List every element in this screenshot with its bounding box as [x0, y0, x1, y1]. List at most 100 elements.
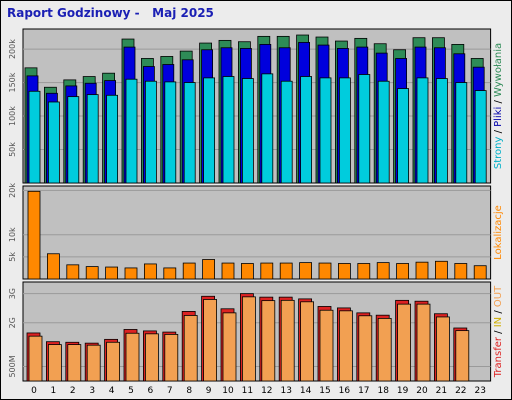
- bar-strony-s2-h16: [338, 77, 351, 184]
- x-tick-label: 0: [31, 386, 37, 396]
- bar-lokalizacje-s0-h22: [454, 263, 468, 280]
- panel-transfer: [22, 281, 492, 382]
- x-tick-label: 17: [358, 386, 369, 396]
- bar-transfer-s1-h3: [86, 344, 101, 382]
- bar-lokalizacje-s0-h3: [85, 266, 99, 280]
- y-tick-label: 2G: [8, 317, 17, 328]
- bar-transfer-s1-h5: [125, 332, 140, 382]
- y-tick-label: 5k: [8, 252, 17, 262]
- bar-lokalizacje-s0-h15: [318, 262, 332, 280]
- report-title: Raport Godzinowy - Maj 2025: [7, 6, 214, 20]
- bar-strony-s2-h13: [280, 80, 293, 184]
- bar-strony-s2-h17: [358, 74, 371, 184]
- x-tick-label: 3: [89, 386, 95, 396]
- bar-strony-s2-h11: [241, 78, 254, 184]
- bar-transfer-s1-h8: [183, 315, 198, 382]
- y-tick-label: 200k: [8, 39, 17, 59]
- bar-lokalizacje-s0-h11: [240, 263, 254, 280]
- bar-strony-s2-h4: [106, 94, 118, 184]
- bar-lokalizacje-s0-h5: [124, 267, 138, 280]
- bar-transfer-s1-h7: [164, 334, 179, 382]
- y-tick-label: 50k: [8, 142, 17, 157]
- x-tick-label: 21: [436, 386, 447, 396]
- x-tick-label: 14: [300, 386, 312, 396]
- bar-strony-s2-h22: [455, 82, 468, 184]
- x-tick-label: 8: [186, 386, 192, 396]
- y-axis-label-lokalizacje: Lokalizacje: [493, 205, 504, 260]
- bar-lokalizacje-s0-h17: [357, 263, 371, 280]
- bar-lokalizacje-s0-h4: [105, 266, 118, 280]
- bar-strony-s2-h19: [397, 88, 410, 184]
- bar-strony-s2-h21: [435, 78, 448, 184]
- x-tick-label: 10: [222, 386, 234, 396]
- bar-strony-s2-h9: [203, 77, 216, 184]
- bar-lokalizacje-s0-h7: [163, 267, 177, 280]
- x-tick-label: 5: [128, 386, 134, 396]
- bar-transfer-s1-h18: [377, 317, 392, 382]
- bar-transfer-s1-h21: [435, 316, 450, 382]
- x-tick-label: 15: [319, 386, 330, 396]
- bar-strony-s2-h10: [222, 76, 235, 184]
- bar-lokalizacje-s0-h13: [279, 262, 293, 280]
- bar-strony-s2-h1: [48, 101, 60, 184]
- bar-lokalizacje-s0-h10: [221, 262, 235, 280]
- bar-strony-s2-h23: [474, 90, 487, 184]
- bar-transfer-s1-h20: [416, 303, 431, 382]
- bar-lokalizacje-s0-h20: [415, 261, 429, 280]
- x-tick-label: 4: [109, 386, 115, 396]
- y-tick-label: 20k: [8, 183, 17, 198]
- bar-transfer-s1-h10: [222, 312, 237, 382]
- bar-transfer-s1-h12: [261, 300, 276, 382]
- bar-strony-s2-h6: [144, 80, 157, 184]
- x-tick-label: 20: [416, 386, 428, 396]
- y-tick-label: 3G: [8, 288, 17, 299]
- x-tick-label: 22: [455, 386, 466, 396]
- bar-transfer-s1-h15: [319, 309, 334, 382]
- bar-strony-s2-h12: [261, 73, 274, 184]
- x-tick-label: 16: [339, 386, 351, 396]
- x-tick-label: 13: [280, 386, 291, 396]
- x-tick-label: 18: [377, 386, 389, 396]
- bar-strony-s2-h3: [86, 94, 99, 184]
- x-tick-label: 19: [397, 386, 409, 396]
- bar-transfer-s1-h4: [106, 341, 120, 382]
- bar-transfer-s1-h14: [300, 301, 315, 382]
- x-tick-label: 7: [167, 386, 173, 396]
- bar-lokalizacje-s0-h19: [396, 263, 410, 280]
- bar-lokalizacje-s0-h6: [143, 263, 157, 280]
- x-tick-label: 2: [70, 386, 76, 396]
- bar-strony-s2-h18: [377, 80, 390, 184]
- y-axis-label-transfer: Transfer / IN / OUT: [493, 285, 504, 378]
- x-tick-label: 9: [206, 386, 212, 396]
- bar-lokalizacje-s0-h21: [434, 260, 448, 280]
- bar-lokalizacje-s0-h18: [376, 262, 390, 280]
- bar-lokalizacje-s0-h12: [260, 262, 274, 280]
- y-tick-label: 10k: [8, 227, 17, 242]
- bar-transfer-s1-h11: [241, 296, 256, 382]
- x-tick-label: 11: [242, 386, 253, 396]
- panel-lokalizacje: [22, 185, 492, 280]
- x-tick-label: 6: [148, 386, 154, 396]
- bar-transfer-s1-h13: [280, 299, 295, 382]
- x-tick-label: 1: [51, 386, 57, 396]
- bar-strony-s2-h15: [319, 77, 332, 184]
- bar-lokalizacje-s0-h16: [337, 263, 351, 280]
- y-tick-label: 150k: [8, 72, 17, 92]
- bar-lokalizacje-s0-h1: [47, 253, 60, 280]
- bar-lokalizacje-s0-h0: [27, 190, 41, 280]
- x-tick-label: 12: [261, 386, 272, 396]
- bar-transfer-s1-h6: [144, 333, 159, 382]
- bar-strony-s2-h8: [183, 82, 196, 184]
- bar-transfer-s1-h9: [203, 299, 218, 382]
- bar-strony-s2-h7: [164, 81, 177, 184]
- bar-strony-s2-h5: [125, 78, 138, 184]
- bar-lokalizacje-s0-h2: [66, 264, 80, 280]
- bar-lokalizacje-s0-h8: [182, 262, 196, 280]
- bar-transfer-s1-h17: [358, 315, 373, 382]
- y-tick-label: 500M: [8, 355, 17, 377]
- bar-lokalizacje-s0-h23: [473, 265, 487, 280]
- y-axis-label-strony: Strony / Pliki / Wywołania: [493, 43, 504, 169]
- bar-strony-s2-h20: [416, 77, 429, 184]
